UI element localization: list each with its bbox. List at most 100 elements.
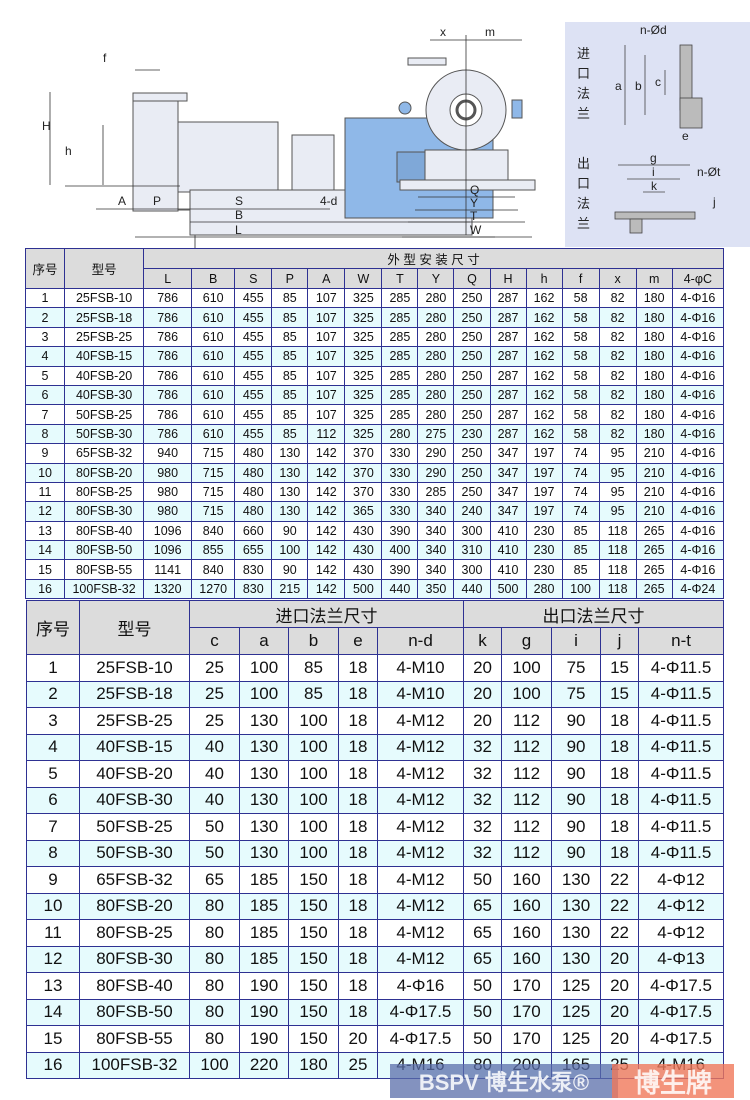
- table-cell: 280: [417, 384, 455, 406]
- front-view-dimension-lines: [402, 35, 532, 238]
- table-cell: 18: [338, 839, 378, 867]
- column-header: m: [635, 268, 673, 289]
- table-cell: 142: [307, 578, 346, 600]
- table-cell: 610: [191, 307, 236, 328]
- table-cell: 325: [344, 326, 383, 348]
- table-cell: 50FSB-30: [79, 839, 190, 867]
- table-cell: 655: [234, 540, 273, 561]
- table-cell: 170: [501, 972, 553, 1000]
- table-cell: 285: [381, 307, 419, 328]
- table-cell: 340: [417, 501, 455, 522]
- column-header: Q: [453, 268, 491, 289]
- svg-text:兰: 兰: [577, 217, 590, 232]
- table-cell: 80FSB-50: [79, 998, 190, 1026]
- table-cell: 280: [417, 346, 455, 367]
- table-cell: 95: [598, 501, 637, 522]
- table-cell: 940: [143, 443, 193, 464]
- table-cell: 4-M12: [376, 707, 465, 735]
- table-cell: 100FSB-32: [64, 578, 145, 600]
- table-cell: 190: [239, 998, 289, 1026]
- table-cell: 350: [417, 578, 455, 600]
- table-cell: 90: [271, 520, 309, 542]
- table-cell: 180: [635, 423, 673, 445]
- table-cell: 180: [635, 346, 673, 367]
- table-cell: 190: [239, 972, 289, 1000]
- table-cell: 50: [463, 1025, 503, 1053]
- table-row: 2 25FSB-18 25 100 85 18 4-M10 20 100 75 15 4-Φ11.5: [26, 680, 725, 708]
- table-cell: 14: [26, 998, 80, 1026]
- table-cell: 250: [453, 326, 491, 348]
- table-cell: 250: [453, 481, 491, 503]
- label-x: x: [440, 25, 446, 39]
- table-cell: 250: [453, 404, 491, 425]
- table-cell: 1: [24, 287, 66, 309]
- table-cell: 3: [24, 326, 66, 348]
- column-header: h: [525, 268, 563, 289]
- table-cell: 250: [453, 346, 491, 367]
- table-cell: 13: [26, 972, 80, 1000]
- table-cell: 347: [489, 443, 527, 464]
- table-cell: 162: [525, 423, 563, 445]
- table-row: 1 25FSB-10 786 610 455 85 107 325 285 280 250 287 16…: [24, 287, 725, 309]
- table-row: 13 80FSB-40 1096 840 660 90 142 430 390 340 300 410…: [24, 520, 725, 542]
- table-cell: 190: [239, 1025, 289, 1053]
- table-cell: 15: [26, 1025, 80, 1053]
- table-row: 7 50FSB-25 50 130 100 18 4-M12 32 112 90 18 4-Φ11.5: [26, 813, 725, 841]
- table-cell: 4-Φ16: [671, 287, 725, 309]
- table-cell: 9: [24, 443, 66, 464]
- table-cell: 15: [24, 559, 66, 580]
- label-k: k: [651, 179, 658, 193]
- table-cell: 95: [598, 462, 637, 483]
- svg-text:法: 法: [577, 197, 590, 212]
- column-header: H: [489, 268, 527, 289]
- table-cell: 210: [635, 501, 673, 522]
- table-cell: 107: [307, 346, 346, 367]
- table-cell: 4-Φ24: [671, 578, 725, 600]
- table-row: 8 50FSB-30 50 130 100 18 4-M12 32 112 90 18 4-Φ11.5: [26, 839, 725, 867]
- table-cell: 80: [189, 892, 240, 920]
- table-cell: 287: [489, 287, 527, 309]
- table-cell: 90: [551, 707, 602, 735]
- table-cell: 90: [551, 760, 602, 788]
- table-cell: 980: [143, 481, 193, 503]
- table-cell: 112: [501, 839, 553, 867]
- table-cell: 100: [561, 578, 600, 600]
- table-row: 10 80FSB-20 980 715 480 130 142 370 330 290 250 347…: [24, 462, 725, 483]
- table-cell: 4: [26, 733, 80, 761]
- table-cell: 4-Φ11.5: [638, 733, 725, 761]
- table-cell: 330: [381, 481, 419, 503]
- table-cell: 90: [271, 559, 309, 580]
- table-cell: 80FSB-50: [64, 540, 145, 561]
- table-cell: 275: [417, 423, 455, 445]
- label-c: c: [655, 75, 661, 89]
- column-header: c: [189, 627, 240, 655]
- table-cell: 90: [551, 813, 602, 841]
- table-cell: 100: [288, 733, 339, 761]
- table-cell: 4-Φ11.5: [638, 680, 725, 708]
- table-cell: 287: [489, 404, 527, 425]
- table-cell: 250: [453, 287, 491, 309]
- table-cell: 130: [239, 733, 289, 761]
- table-row: 10 80FSB-20 80 185 150 18 4-M12 65 160 130 22 4-Φ12: [26, 892, 725, 920]
- table-cell: 12: [26, 945, 80, 973]
- table-cell: 210: [635, 481, 673, 503]
- table-cell: 100: [239, 680, 289, 708]
- table-cell: 13: [24, 520, 66, 542]
- label-A: A: [118, 194, 126, 208]
- table-cell: 22: [600, 919, 640, 947]
- table-cell: 1320: [143, 578, 193, 600]
- table-cell: 715: [191, 501, 236, 522]
- table-cell: 4-Φ16: [376, 972, 465, 1000]
- table-cell: 840: [191, 520, 236, 542]
- table-cell: 500: [344, 578, 383, 600]
- table-cell: 58: [561, 404, 600, 425]
- column-header: A: [307, 268, 346, 289]
- table-cell: 32: [463, 813, 503, 841]
- table-cell: 20: [463, 680, 503, 708]
- table-row: 15 80FSB-55 1141 840 830 90 142 430 390 340 300 410…: [24, 559, 725, 580]
- table-cell: 150: [288, 866, 339, 894]
- header-index: 序号: [26, 600, 80, 655]
- table-cell: 300: [453, 520, 491, 542]
- table-cell: 100: [288, 786, 339, 814]
- table-cell: 150: [288, 972, 339, 1000]
